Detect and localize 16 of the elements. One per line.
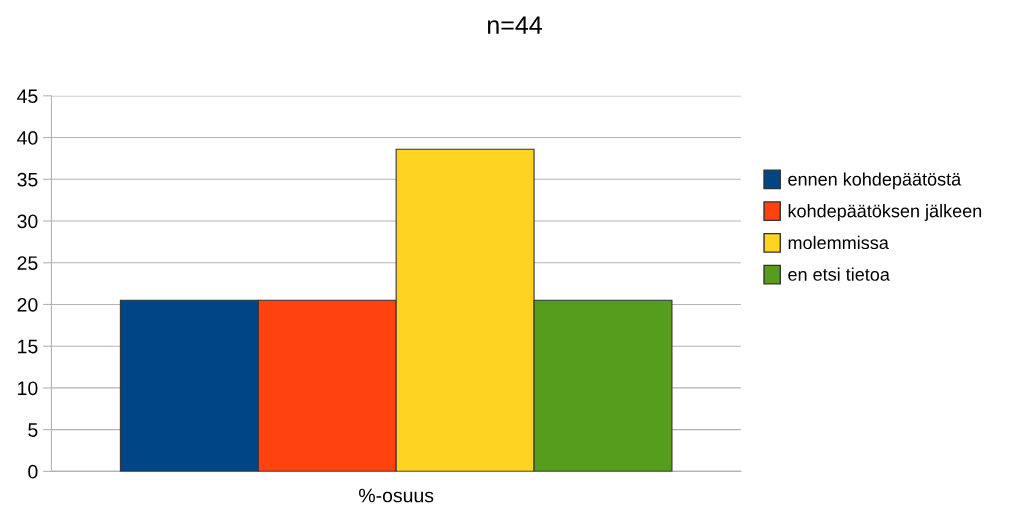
y-tick-label: 35 [17,172,38,187]
legend-label: molemmissa [788,235,889,250]
legend-label: en etsi tietoa [788,267,890,281]
y-tick-label: 40 [17,131,38,145]
y-tick-label: 45 [17,89,38,104]
legend-label: kohdepäätöksen jälkeen [788,204,982,221]
y-tick-label: 0 [28,464,38,479]
y-tick-label: 20 [17,297,38,312]
x-tick-label: %-osuus [359,488,434,503]
y-tick-label: 25 [17,256,38,270]
y-tick-label: 30 [17,214,38,229]
y-tick-label: 5 [28,423,38,437]
chart-title: n=44 [488,16,542,34]
legend-label: ennen kohdepäätöstä [788,172,962,190]
y-tick-label: 10 [18,381,38,396]
y-tick-label: 15 [18,339,38,354]
